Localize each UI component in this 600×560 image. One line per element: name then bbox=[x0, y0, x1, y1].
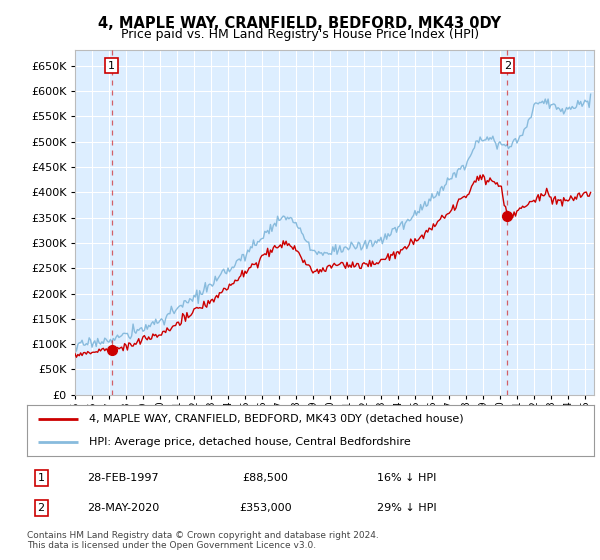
Text: 28-FEB-1997: 28-FEB-1997 bbox=[88, 473, 159, 483]
Text: 4, MAPLE WAY, CRANFIELD, BEDFORD, MK43 0DY (detached house): 4, MAPLE WAY, CRANFIELD, BEDFORD, MK43 0… bbox=[89, 414, 464, 424]
Text: 2: 2 bbox=[504, 60, 511, 71]
Text: 1: 1 bbox=[108, 60, 115, 71]
Text: HPI: Average price, detached house, Central Bedfordshire: HPI: Average price, detached house, Cent… bbox=[89, 437, 411, 447]
Text: Contains HM Land Registry data © Crown copyright and database right 2024.
This d: Contains HM Land Registry data © Crown c… bbox=[27, 531, 379, 550]
Text: 2: 2 bbox=[38, 503, 45, 513]
Text: £353,000: £353,000 bbox=[239, 503, 292, 513]
Text: £88,500: £88,500 bbox=[242, 473, 288, 483]
Text: Price paid vs. HM Land Registry's House Price Index (HPI): Price paid vs. HM Land Registry's House … bbox=[121, 28, 479, 41]
Text: 28-MAY-2020: 28-MAY-2020 bbox=[87, 503, 160, 513]
Text: 4, MAPLE WAY, CRANFIELD, BEDFORD, MK43 0DY: 4, MAPLE WAY, CRANFIELD, BEDFORD, MK43 0… bbox=[98, 16, 502, 31]
Text: 1: 1 bbox=[38, 473, 44, 483]
Text: 16% ↓ HPI: 16% ↓ HPI bbox=[377, 473, 437, 483]
Text: 29% ↓ HPI: 29% ↓ HPI bbox=[377, 503, 437, 513]
